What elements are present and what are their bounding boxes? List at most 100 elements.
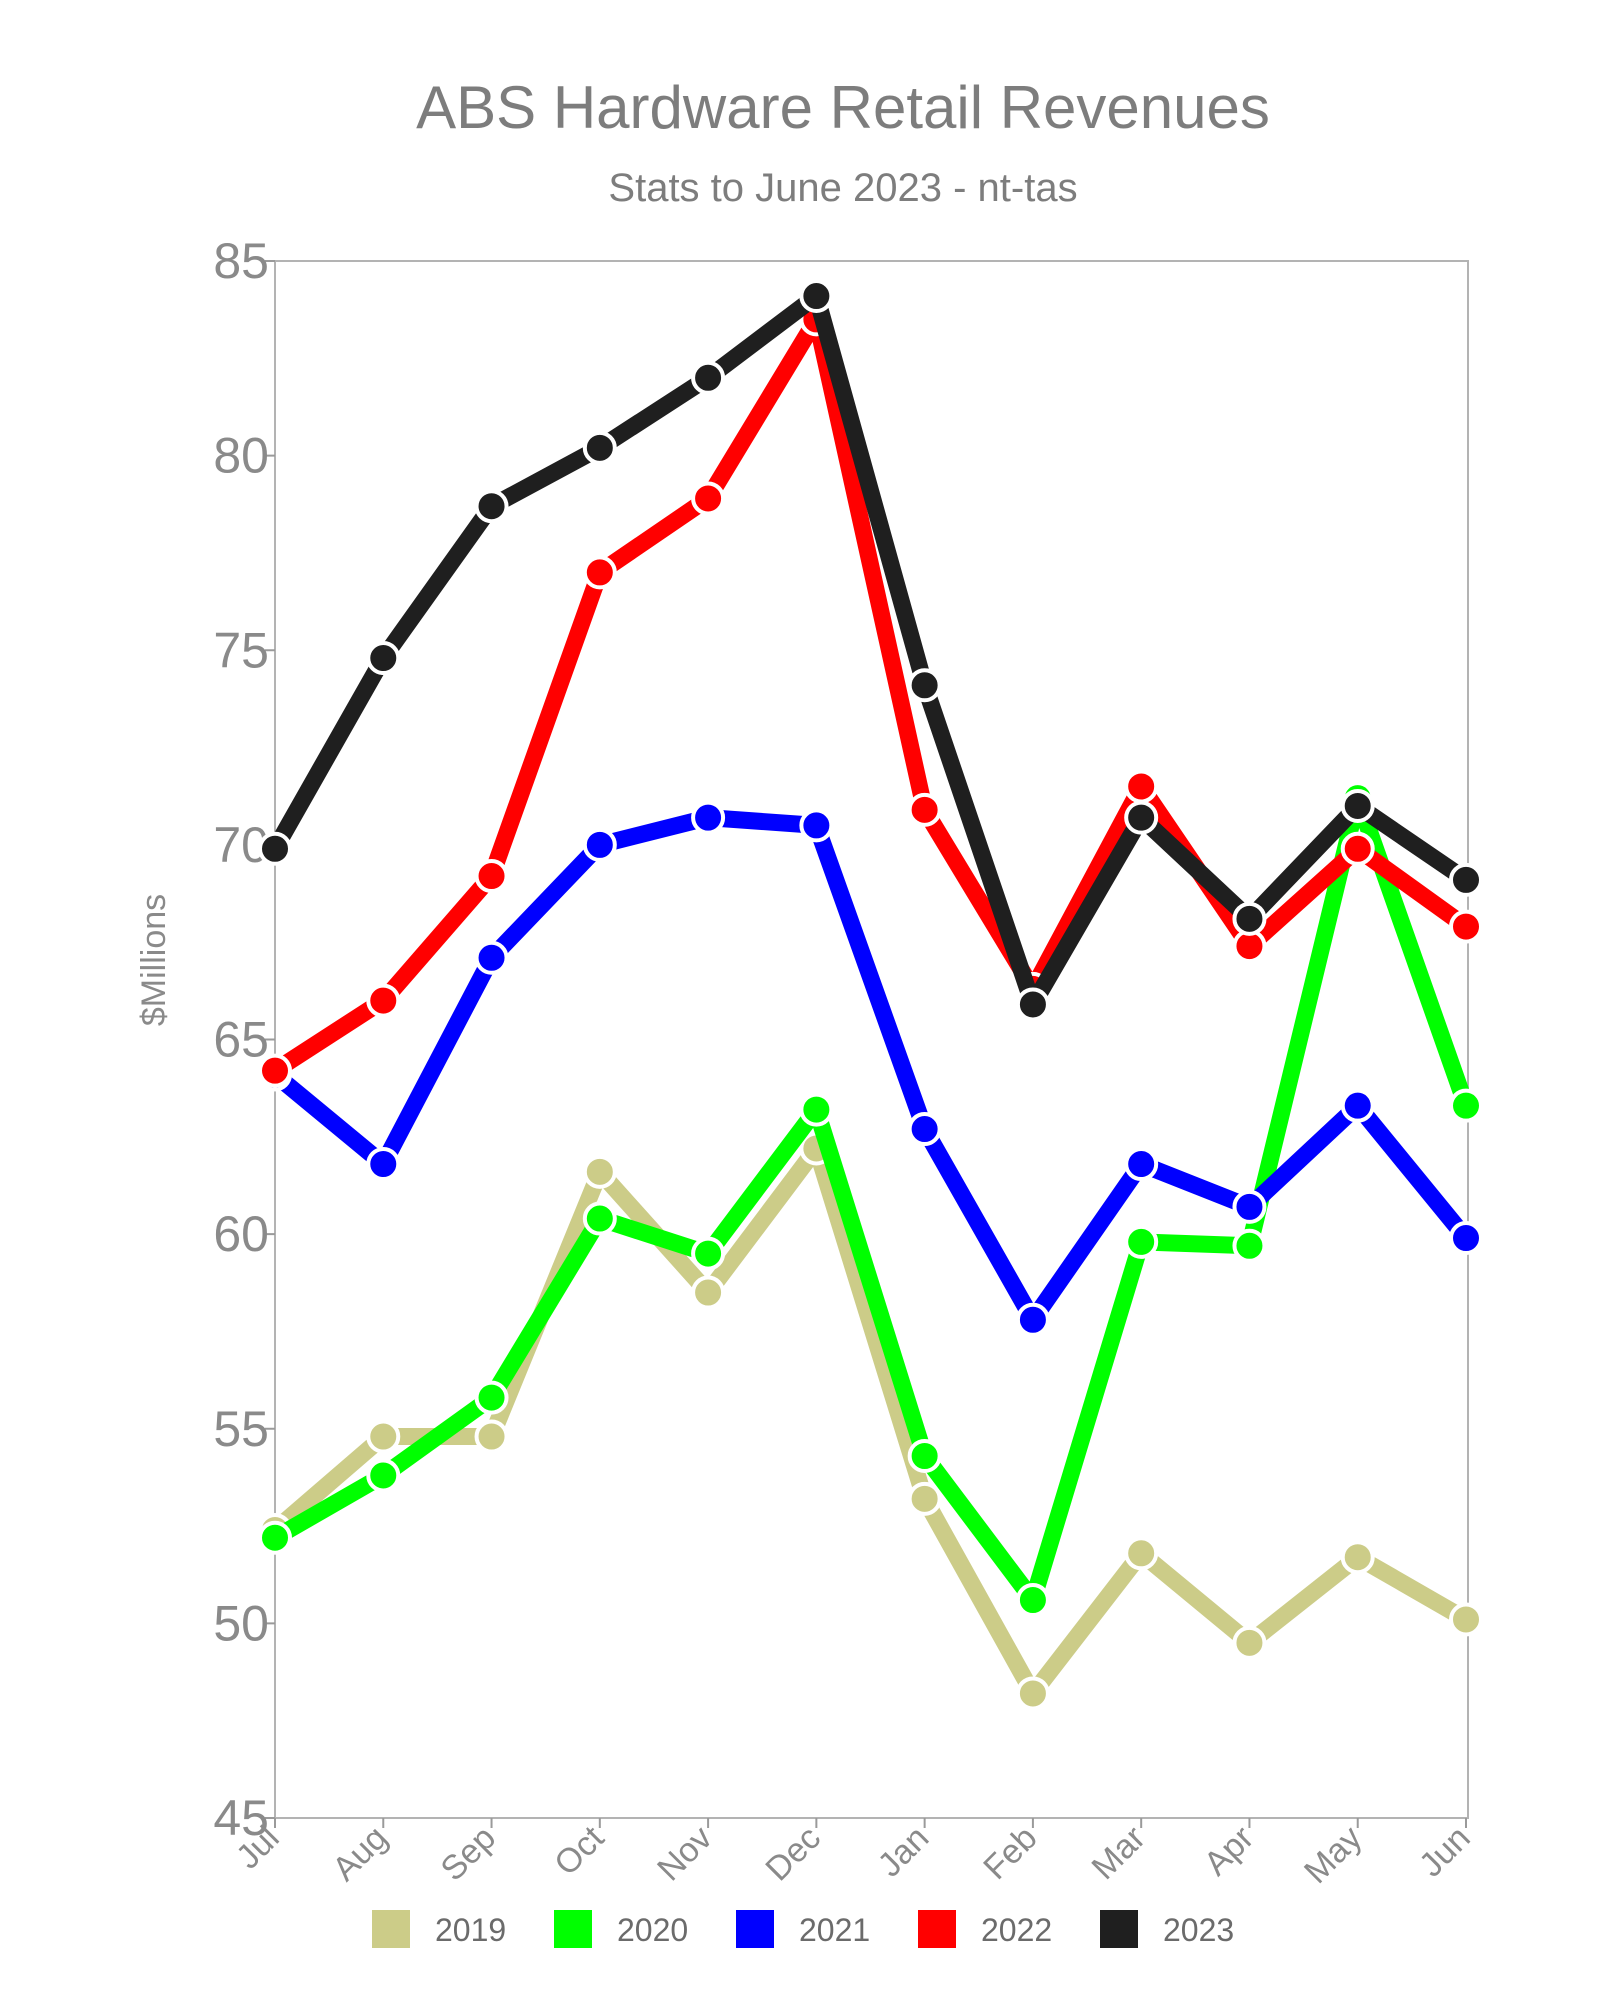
- series-line-2020: [266, 789, 1475, 1609]
- data-point-2022: [366, 983, 401, 1018]
- y-tick-label: 60: [213, 1206, 269, 1262]
- series-layer: [258, 279, 1483, 1711]
- data-point-2023: [1015, 987, 1050, 1022]
- legend-label: 2021: [799, 1912, 870, 1948]
- data-point-2020: [258, 1520, 292, 1555]
- legend-swatch: [372, 1910, 410, 1948]
- data-point-2021: [1015, 1302, 1050, 1337]
- data-point-2022: [258, 1053, 292, 1088]
- data-point-2021: [1340, 1088, 1375, 1123]
- data-point-2019: [691, 1275, 726, 1310]
- data-point-2020: [1015, 1583, 1050, 1618]
- legend-swatch: [1100, 1910, 1138, 1948]
- data-point-2022: [907, 792, 942, 827]
- data-point-2023: [366, 641, 401, 676]
- y-axis-label: $Millions: [135, 894, 173, 1026]
- data-point-2020: [474, 1380, 509, 1415]
- x-tick-label: May: [1297, 1819, 1369, 1891]
- data-point-2019: [582, 1154, 617, 1189]
- data-point-2021: [799, 808, 834, 843]
- data-point-2019: [1015, 1676, 1050, 1711]
- chart-subtitle: Stats to June 2023 - nt-tas: [608, 166, 1077, 210]
- legend-swatch: [736, 1910, 774, 1948]
- legend-item-2023: 2023: [1100, 1910, 1234, 1948]
- data-point-2019: [1232, 1625, 1267, 1660]
- y-tick-label: 65: [213, 1012, 269, 1068]
- data-point-2019: [1124, 1536, 1159, 1571]
- data-point-2021: [474, 940, 509, 975]
- data-point-2021: [582, 827, 617, 862]
- legend: 2019 2020 2021 2022 2023: [372, 1910, 1234, 1948]
- data-point-2019: [1449, 1602, 1483, 1637]
- legend-swatch: [554, 1910, 592, 1948]
- data-point-2023: [1124, 800, 1159, 835]
- data-point-2021: [1449, 1221, 1483, 1256]
- x-tick-label: Jan: [871, 1819, 937, 1885]
- x-axis: Jul Aug Sep Oct Nov Dec Jan Feb Mar Apr May Jun: [229, 1818, 1478, 1891]
- x-tick-label: Jun: [1412, 1819, 1478, 1885]
- legend-swatch: [918, 1910, 956, 1948]
- series-2023: [258, 279, 1483, 1022]
- data-point-2021: [1124, 1147, 1159, 1182]
- series-2019: [258, 1131, 1483, 1711]
- data-point-2023: [1232, 901, 1267, 936]
- legend-label: 2019: [435, 1912, 506, 1948]
- y-tick-label: 75: [213, 622, 269, 678]
- data-point-2019: [366, 1419, 401, 1454]
- x-tick-label: Oct: [547, 1818, 612, 1883]
- data-point-2023: [1340, 788, 1375, 823]
- data-point-2020: [366, 1458, 401, 1493]
- data-point-2019: [907, 1481, 942, 1516]
- legend-item-2019: 2019: [372, 1910, 506, 1948]
- series-2022: [258, 302, 1483, 1088]
- data-point-2023: [799, 279, 834, 314]
- x-tick-label: Feb: [976, 1819, 1044, 1887]
- series-line-2022: [266, 310, 1475, 1080]
- data-point-2021: [691, 800, 726, 835]
- x-tick-label: Nov: [650, 1819, 720, 1889]
- legend-label: 2020: [617, 1912, 688, 1948]
- legend-item-2020: 2020: [554, 1910, 688, 1948]
- series-line-2019: [266, 1139, 1475, 1702]
- data-point-2022: [691, 481, 726, 516]
- data-point-2019: [474, 1419, 509, 1454]
- data-point-2020: [907, 1438, 942, 1473]
- legend-label: 2022: [981, 1912, 1052, 1948]
- chart-title: ABS Hardware Retail Revenues: [416, 74, 1270, 141]
- data-point-2020: [1124, 1224, 1159, 1259]
- data-point-2020: [1449, 1088, 1483, 1123]
- x-tick-label: Aug: [325, 1819, 395, 1889]
- x-tick-label: Mar: [1085, 1819, 1153, 1887]
- y-tick-label: 55: [213, 1401, 269, 1457]
- y-tick-label: 80: [213, 428, 269, 484]
- y-tick-label: 50: [213, 1595, 269, 1651]
- data-point-2022: [1340, 831, 1375, 866]
- legend-item-2021: 2021: [736, 1910, 870, 1948]
- data-point-2022: [582, 555, 617, 590]
- data-point-2023: [907, 668, 942, 703]
- data-point-2021: [1232, 1189, 1267, 1224]
- data-point-2023: [474, 489, 509, 524]
- series-2020: [258, 781, 1483, 1618]
- x-tick-label: Dec: [758, 1819, 828, 1889]
- data-point-2021: [366, 1147, 401, 1182]
- x-tick-label: Apr: [1197, 1819, 1261, 1883]
- data-point-2022: [1124, 769, 1159, 804]
- data-point-2023: [258, 831, 292, 866]
- y-tick-label: 45: [213, 1790, 269, 1846]
- x-tick-label: Sep: [434, 1819, 504, 1889]
- data-point-2023: [1449, 862, 1483, 897]
- y-tick-label: 85: [213, 233, 269, 289]
- data-point-2020: [799, 1092, 834, 1127]
- data-point-2020: [1232, 1228, 1267, 1263]
- legend-label: 2023: [1163, 1912, 1234, 1948]
- legend-item-2022: 2022: [918, 1910, 1052, 1948]
- data-point-2020: [691, 1236, 726, 1271]
- data-point-2022: [474, 859, 509, 894]
- data-point-2022: [1449, 909, 1483, 944]
- data-point-2020: [582, 1201, 617, 1236]
- data-point-2019: [1340, 1540, 1375, 1575]
- data-point-2023: [582, 430, 617, 465]
